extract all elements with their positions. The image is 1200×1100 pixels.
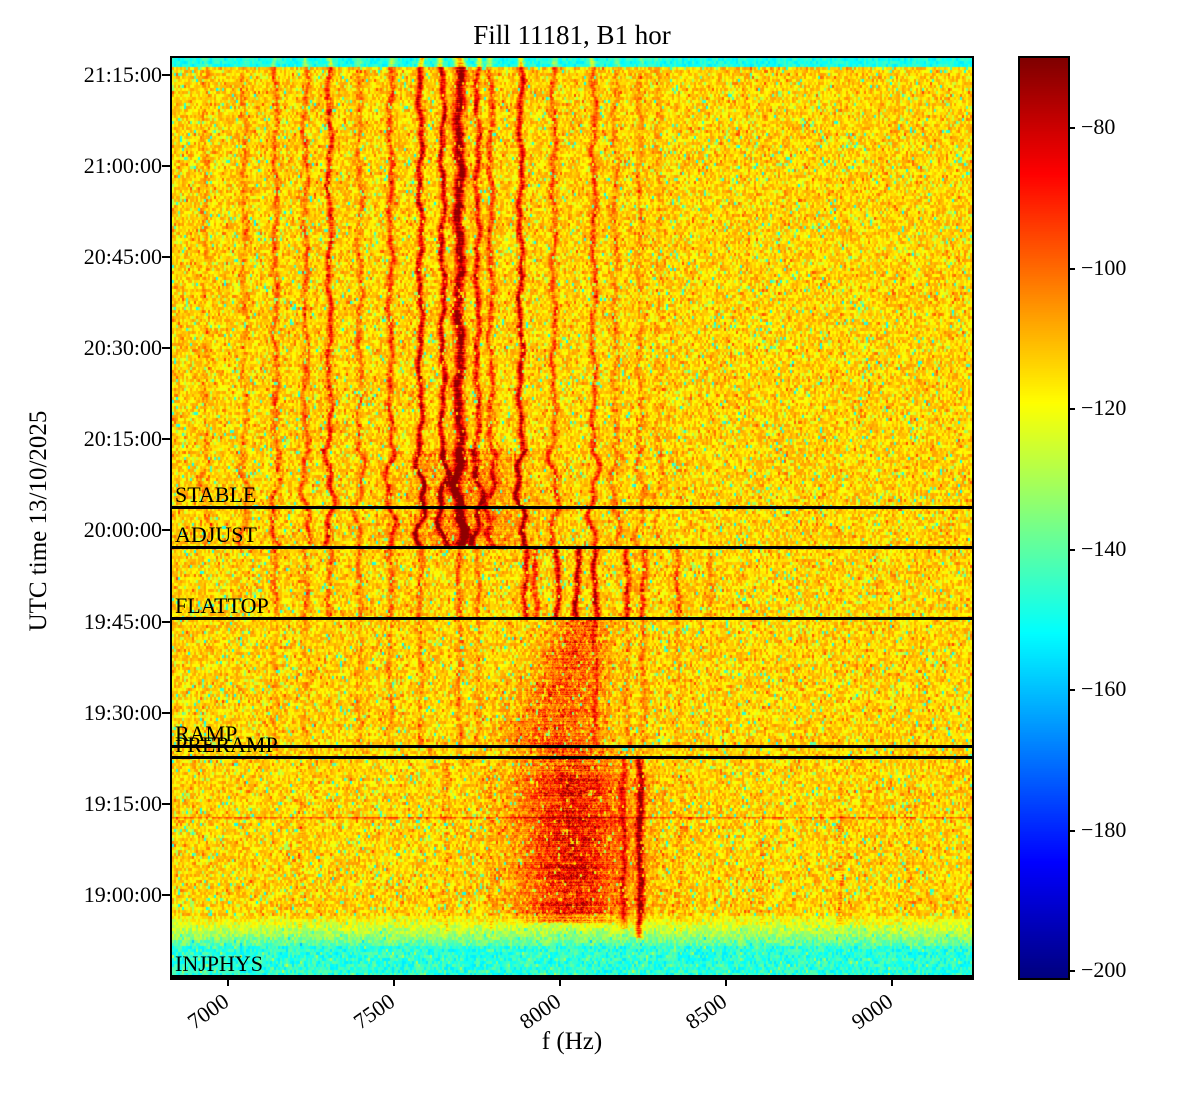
x-axis-label: f (Hz) [541,1028,603,1055]
colorbar-tick-mark [1068,127,1075,130]
beam-mode-label: STABLE [175,481,257,507]
y-tick-mark [162,893,170,896]
colorbar-tick-label: −160 [1081,676,1127,702]
beam-mode-line [172,617,972,621]
y-tick-label: 21:00:00 [83,152,162,178]
y-tick-label: 21:15:00 [83,61,162,87]
x-tick-mark [393,978,396,986]
beam-mode-label: PRERAMP [175,731,278,757]
y-tick-mark [162,620,170,623]
y-tick-label: 20:45:00 [83,243,162,269]
colorbar-canvas [1020,58,1068,978]
y-tick-label: 19:00:00 [83,881,162,907]
beam-mode-line [172,755,972,759]
colorbar-tick-mark [1068,689,1075,692]
y-tick-mark [162,164,170,167]
colorbar-tick-label: −100 [1081,254,1127,280]
beam-mode-line [172,745,972,749]
y-tick-mark [162,438,170,441]
colorbar-tick-mark [1068,548,1075,551]
y-tick-mark [162,711,170,714]
colorbar-tick-mark [1068,267,1075,270]
colorbar-tick-mark [1068,408,1075,411]
y-tick-label: 19:45:00 [83,608,162,634]
x-tick-mark [559,978,562,986]
x-tick-mark [227,978,230,986]
y-tick-label: 20:00:00 [83,517,162,543]
colorbar-border [1018,56,1070,980]
beam-mode-label: INJPHYS [175,951,264,976]
plot-border [170,56,974,980]
y-tick-label: 19:30:00 [83,699,162,725]
beam-mode-line [172,505,972,509]
y-tick-label: 19:15:00 [83,790,162,816]
chart-title: Fill 11181, B1 hor [473,20,671,50]
y-tick-mark [162,73,170,76]
spectrogram-canvas [172,58,972,978]
colorbar-tick-label: −120 [1081,395,1127,421]
y-tick-mark [162,347,170,350]
beam-mode-line [172,545,972,549]
y-tick-mark [162,255,170,258]
x-tick-mark [891,978,893,986]
colorbar-tick-label: −180 [1081,816,1127,842]
colorbar-tick-mark [1068,829,1075,832]
y-tick-label: 20:30:00 [83,335,162,361]
colorbar-tick-label: −80 [1081,114,1116,140]
y-tick-mark [162,529,170,532]
beam-mode-label: ADJUST [175,521,257,547]
colorbar-tick-label: −140 [1081,535,1127,561]
beam-mode-label: FLATTOP [175,593,269,619]
beam-mode-line [172,975,972,978]
y-tick-label: 20:15:00 [83,426,162,452]
beam-mode-label: RAMP [175,721,238,747]
y-tick-mark [162,802,170,805]
colorbar-tick-label: −200 [1081,956,1127,982]
colorbar-tick-mark [1068,969,1075,972]
x-tick-mark [725,978,728,986]
